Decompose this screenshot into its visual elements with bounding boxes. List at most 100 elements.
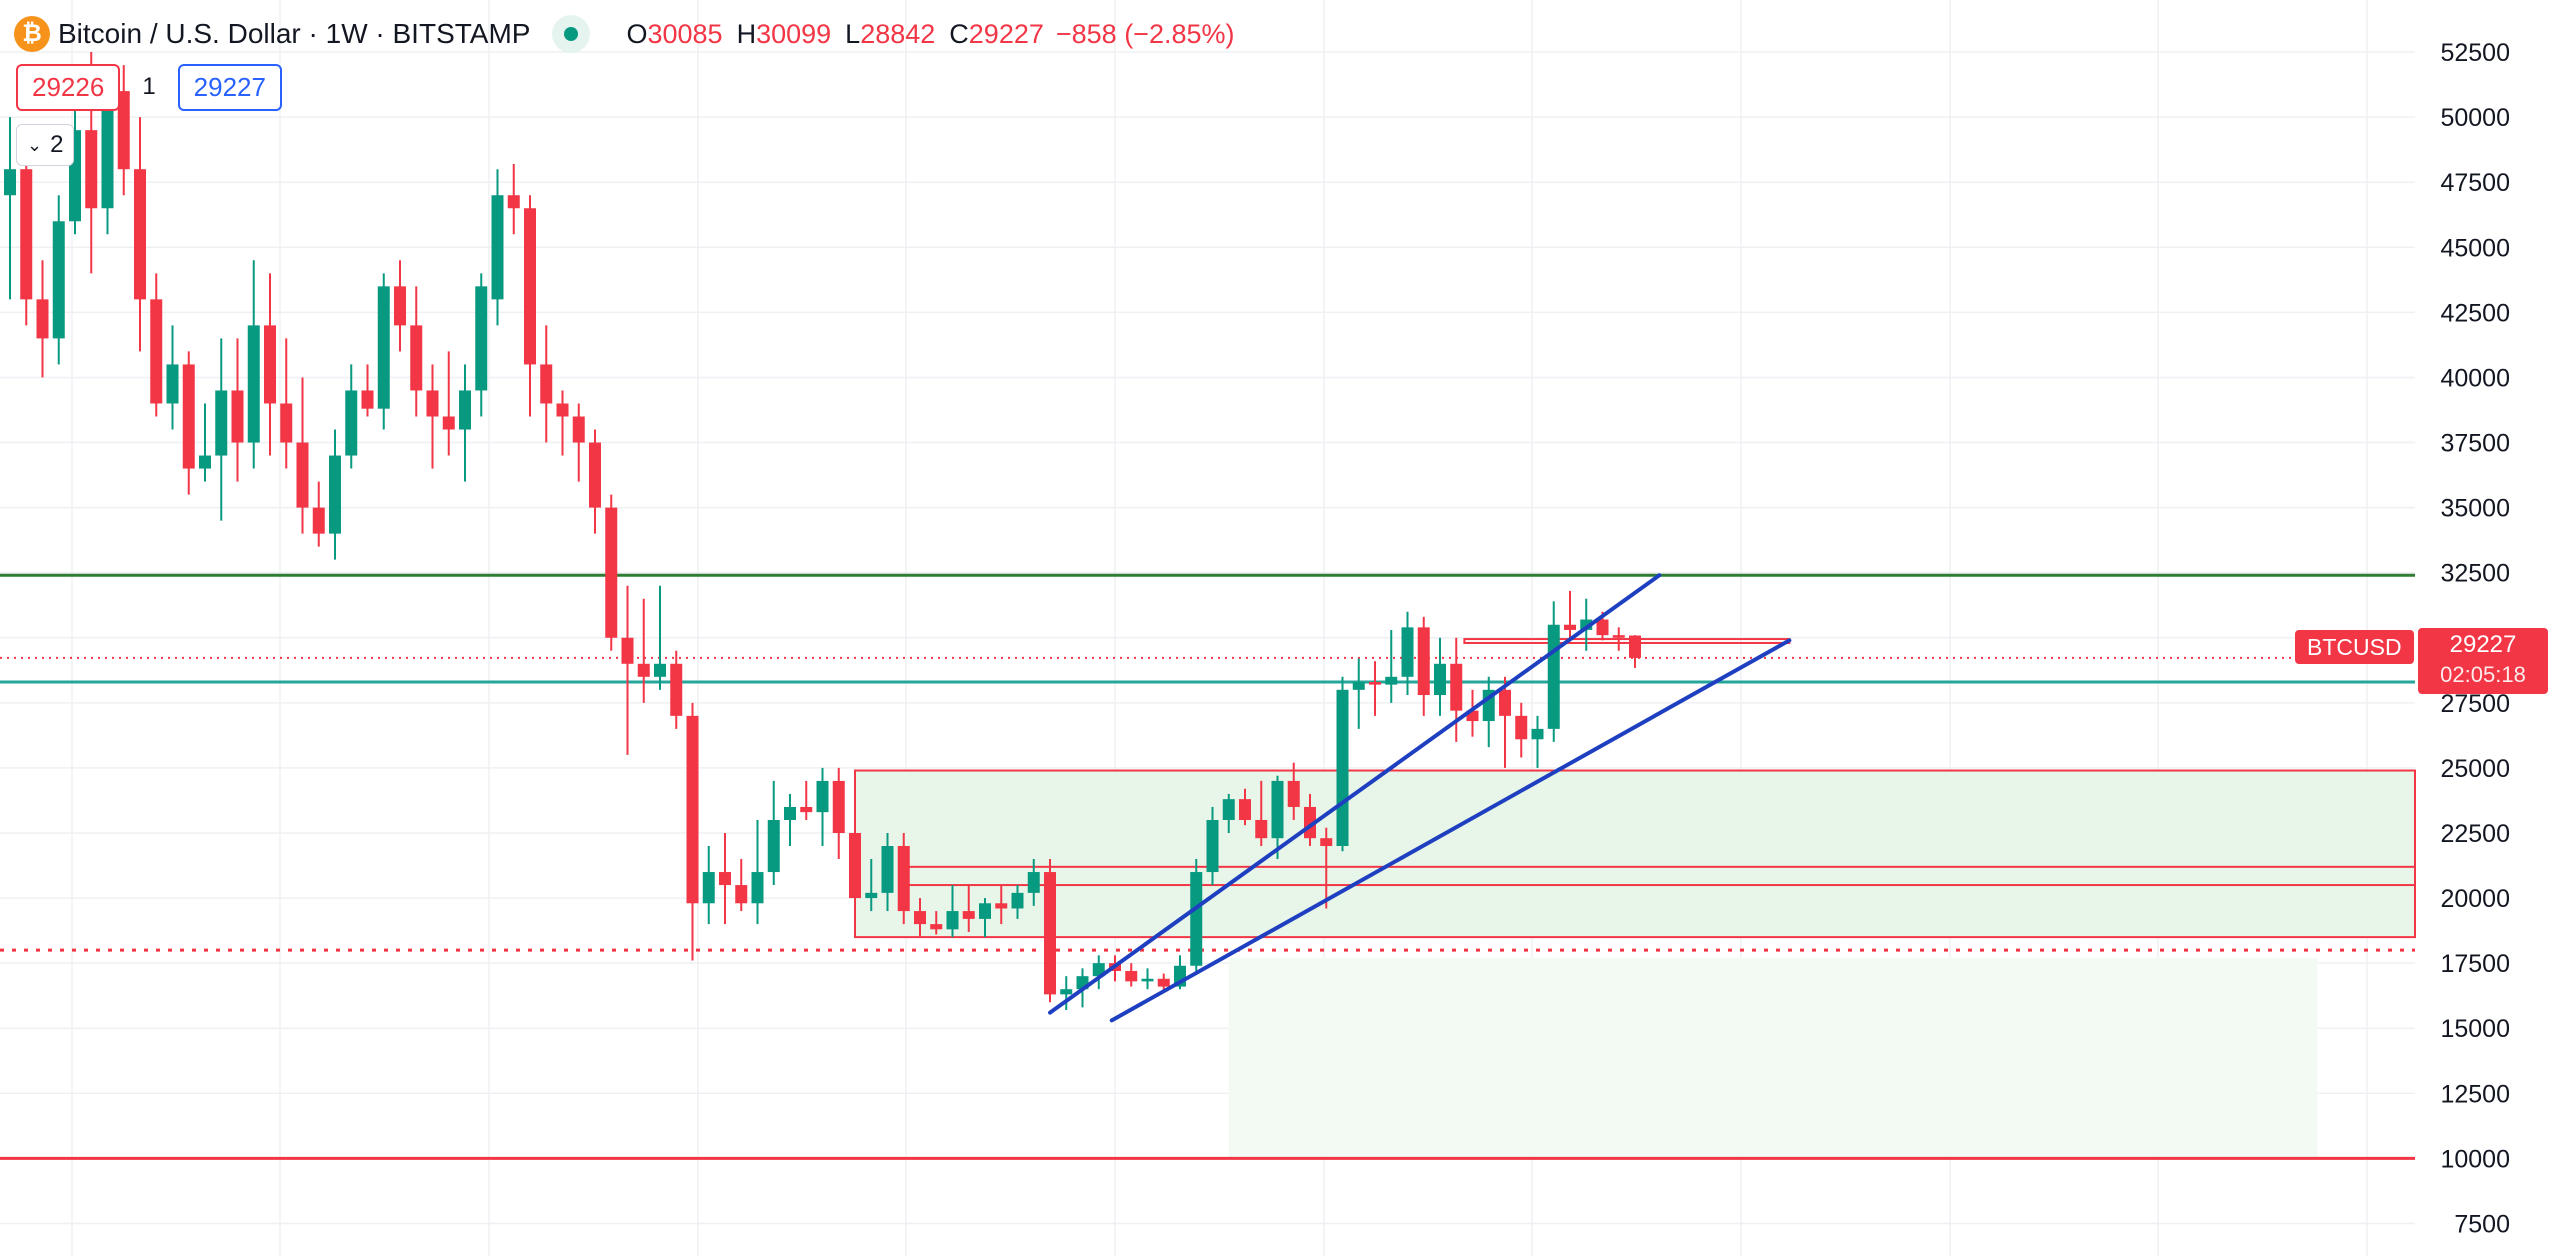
- buy-button[interactable]: 29227: [177, 63, 282, 111]
- candle-down: [995, 903, 1008, 909]
- price-axis-tick: 27500: [2440, 690, 2510, 718]
- indicator-count: 2: [50, 131, 64, 158]
- candle-up: [1206, 819, 1219, 873]
- bitcoin-icon: ₿: [14, 16, 50, 52]
- zone-layer: [854, 638, 2416, 1159]
- bar-countdown: 02:05:18: [2440, 662, 2526, 687]
- candle-down: [410, 325, 423, 391]
- candle-up: [1011, 892, 1024, 909]
- close-label: C: [949, 18, 969, 49]
- candle-up: [702, 872, 715, 904]
- candle-down: [1255, 819, 1268, 839]
- candle-down: [507, 195, 520, 209]
- chevron-down-icon: ⌄: [27, 134, 43, 155]
- low-value: 28842: [860, 18, 936, 49]
- candle-up: [1222, 799, 1235, 820]
- candle-down: [150, 299, 163, 404]
- candle-up: [865, 892, 878, 899]
- price-axis-tick: 20000: [2440, 885, 2510, 913]
- candle-up: [215, 390, 228, 456]
- candle-up: [377, 286, 390, 409]
- candle-up: [881, 846, 894, 893]
- candle-up: [1190, 872, 1203, 966]
- candle-down: [556, 403, 569, 417]
- indicators-toggle-button[interactable]: ⌄ 2: [16, 124, 75, 166]
- candle-up: [1352, 682, 1365, 690]
- candle-down: [1369, 682, 1381, 685]
- candle-down: [1239, 799, 1251, 820]
- candle-down: [930, 924, 943, 930]
- price-axis-tick: 17500: [2440, 950, 2510, 978]
- open-value: 30085: [647, 18, 723, 49]
- candles-layer: [4, 52, 1641, 1011]
- candle-down: [280, 403, 293, 443]
- trade-panel: 29226 1 29227: [16, 63, 282, 111]
- candle-down: [670, 663, 683, 716]
- price-axis-tick: 40000: [2440, 364, 2510, 392]
- candle-down: [621, 637, 634, 664]
- candle-up: [1336, 689, 1349, 847]
- last-price-label: 29227 02:05:18: [2418, 628, 2548, 694]
- candle-up: [1092, 963, 1105, 977]
- candle-up: [767, 819, 780, 873]
- price-change: −858 (−2.85%): [1055, 18, 1235, 49]
- order-quantity[interactable]: 1: [142, 73, 156, 100]
- candle-down: [312, 507, 325, 534]
- candle-down: [182, 364, 195, 469]
- candle-down: [296, 442, 309, 508]
- candle-down: [36, 299, 49, 339]
- candle-up: [1027, 872, 1040, 893]
- candle-up: [491, 195, 504, 300]
- candle-down: [524, 208, 536, 365]
- candle-down: [589, 442, 601, 508]
- candle-down: [540, 364, 553, 404]
- price-axis-tick: 42500: [2440, 299, 2510, 327]
- candle-up: [329, 455, 341, 534]
- open-label: O: [626, 18, 648, 49]
- candle-down: [1287, 780, 1300, 807]
- candle-down: [849, 832, 861, 899]
- candle-up: [101, 91, 114, 209]
- candle-up: [979, 903, 991, 919]
- price-axis-tick: 10000: [2440, 1145, 2510, 1173]
- candle-up: [166, 364, 179, 404]
- horizontal-lines-layer: [0, 573, 2415, 1160]
- candle-down: [1612, 635, 1625, 638]
- candle-down: [1466, 710, 1479, 722]
- symbol-title[interactable]: Bitcoin / U.S. Dollar · 1W · BITSTAMP: [58, 18, 531, 49]
- candle-up: [199, 455, 211, 469]
- candle-up: [1385, 676, 1398, 685]
- candle-down: [361, 390, 374, 409]
- candle-down: [1499, 689, 1511, 716]
- candle-up: [1531, 728, 1544, 740]
- candle-up: [784, 806, 796, 820]
- market-open-dot-icon: [564, 27, 579, 41]
- candle-down: [231, 390, 244, 443]
- candle-up: [52, 221, 65, 339]
- candle-down: [914, 911, 926, 925]
- price-axis-tick: 25000: [2440, 755, 2510, 783]
- candle-down: [1596, 619, 1609, 636]
- candle-down: [85, 130, 98, 209]
- candle-down: [117, 91, 130, 170]
- candle-down: [1125, 970, 1138, 982]
- candle-down: [1629, 635, 1641, 658]
- candle-up: [4, 169, 16, 196]
- candle-down: [1417, 627, 1430, 696]
- candle-up: [751, 872, 764, 904]
- candle-down: [1515, 715, 1528, 740]
- candle-down: [442, 416, 455, 430]
- lower-channel-trendline: [1109, 638, 1792, 1023]
- candle-down: [637, 663, 650, 677]
- high-label: H: [736, 18, 757, 49]
- candle-down: [735, 885, 748, 904]
- candle-up: [459, 390, 471, 430]
- candle-up: [1547, 624, 1560, 729]
- market-status-indicator[interactable]: [552, 15, 591, 53]
- candle-down: [426, 390, 439, 417]
- sell-button[interactable]: 29226: [16, 63, 121, 111]
- candle-up: [946, 911, 959, 930]
- candle-down: [1564, 624, 1576, 630]
